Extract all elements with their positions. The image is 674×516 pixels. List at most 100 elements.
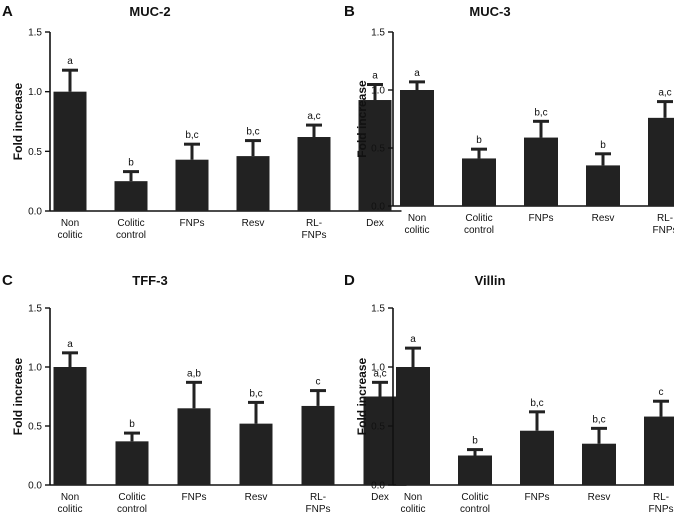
significance-label: b,c: [246, 127, 259, 138]
category-label: control: [117, 504, 147, 515]
category-label: Non: [61, 218, 79, 229]
y-axis-label: Fold increase: [355, 80, 369, 158]
bar: [177, 408, 211, 485]
bar: [53, 367, 87, 485]
bar: [114, 181, 148, 211]
panel-letter: B: [344, 3, 355, 20]
category-label: colitic: [57, 504, 82, 515]
category-label: FNPs: [529, 213, 554, 224]
chart-title: MUC-3: [469, 4, 510, 19]
category-label: FNPs: [302, 230, 327, 241]
significance-label: b: [128, 158, 134, 169]
category-label: Colitic: [117, 218, 144, 229]
bar: [644, 416, 674, 485]
category-label: FNPs: [180, 218, 205, 229]
significance-label: b: [600, 140, 606, 151]
panel-b: B MUC-3 Fold increase 0.0 0.5 1.0 1.5 a Noncolit…: [344, 3, 674, 236]
bar: [239, 423, 273, 485]
y-tick-label: 0.5: [28, 147, 42, 158]
y-tick-label: 1.5: [371, 28, 385, 39]
significance-label: a,b: [187, 368, 201, 379]
category-label: colitic: [400, 504, 425, 515]
category-label: Resv: [588, 492, 611, 503]
y-tick-label: 0.0: [371, 481, 385, 492]
significance-label: b,c: [592, 414, 605, 425]
bar: [297, 137, 331, 211]
chart-title: TFF-3: [132, 273, 167, 288]
significance-label: a,c: [307, 111, 320, 122]
panel-letter: C: [2, 272, 13, 289]
bar: [462, 158, 496, 206]
panel-d: D Villin Fold increase 0.0 0.5 1.0 1.5 a Noncoli…: [344, 272, 674, 515]
category-label: RL-: [306, 218, 322, 229]
category-label: control: [464, 225, 494, 236]
y-tick-label: 0.0: [28, 481, 42, 492]
category-label: FNPs: [649, 504, 674, 515]
bar: [115, 441, 149, 485]
category-label: Colitic: [465, 213, 492, 224]
category-label: FNPs: [525, 492, 550, 503]
category-label: Colitic: [118, 492, 145, 503]
significance-label: a: [67, 339, 73, 350]
y-tick-label: 0.5: [371, 144, 385, 155]
category-label: Resv: [245, 492, 268, 503]
bar: [53, 91, 87, 211]
category-label: FNPs: [182, 492, 207, 503]
y-axis-label: Fold increase: [11, 358, 25, 436]
category-label: Colitic: [461, 492, 488, 503]
category-label: colitic: [404, 225, 429, 236]
bar: [520, 430, 554, 485]
category-label: control: [116, 230, 146, 241]
y-tick-label: 1.0: [28, 363, 42, 374]
significance-label: a,c: [658, 88, 671, 99]
bar: [301, 405, 335, 485]
y-tick-label: 1.0: [371, 363, 385, 374]
significance-label: b: [129, 419, 135, 430]
significance-label: b,c: [185, 130, 198, 141]
category-label: Dex: [371, 492, 389, 503]
significance-label: b,c: [534, 107, 547, 118]
category-label: Non: [408, 213, 426, 224]
panel-a: A MUC-2 Fold increase 0.0 0.5 1.0 1.5 a Noncolit…: [2, 3, 402, 241]
y-tick-label: 1.0: [371, 86, 385, 97]
significance-label: a: [372, 71, 378, 82]
category-label: RL-: [653, 492, 669, 503]
category-label: Non: [404, 492, 422, 503]
chart-title: MUC-2: [129, 4, 170, 19]
y-tick-label: 1.5: [28, 28, 42, 39]
significance-label: a: [67, 56, 73, 67]
significance-label: b,c: [249, 388, 262, 399]
y-tick-label: 0.0: [371, 202, 385, 213]
category-label: control: [460, 504, 490, 515]
bar: [400, 90, 434, 206]
category-label: RL-: [657, 213, 673, 224]
bar: [175, 159, 209, 211]
y-tick-label: 0.5: [371, 422, 385, 433]
category-label: Dex: [366, 218, 384, 229]
significance-label: a,c: [373, 368, 386, 379]
bar: [396, 367, 430, 485]
bar: [586, 165, 620, 206]
category-label: Non: [61, 492, 79, 503]
y-tick-label: 0.5: [28, 422, 42, 433]
panel-c: C TFF-3 Fold increase 0.0 0.5 1.0 1.5 a Noncolit…: [2, 272, 407, 515]
category-label: FNPs: [306, 504, 331, 515]
chart-title: Villin: [475, 273, 506, 288]
significance-label: b: [472, 436, 478, 447]
significance-label: b,c: [530, 398, 543, 409]
y-axis-label: Fold increase: [355, 358, 369, 436]
category-label: Resv: [592, 213, 615, 224]
bar: [363, 396, 397, 485]
bar: [236, 156, 270, 211]
significance-label: a: [410, 334, 416, 345]
bar: [582, 443, 616, 485]
y-axis-label: Fold increase: [11, 83, 25, 161]
y-tick-label: 0.0: [28, 207, 42, 218]
y-tick-label: 1.5: [371, 304, 385, 315]
panel-letter: A: [2, 3, 13, 20]
panel-letter: D: [344, 272, 355, 289]
significance-label: c: [316, 377, 321, 388]
bar: [648, 117, 674, 206]
bar: [458, 455, 492, 485]
